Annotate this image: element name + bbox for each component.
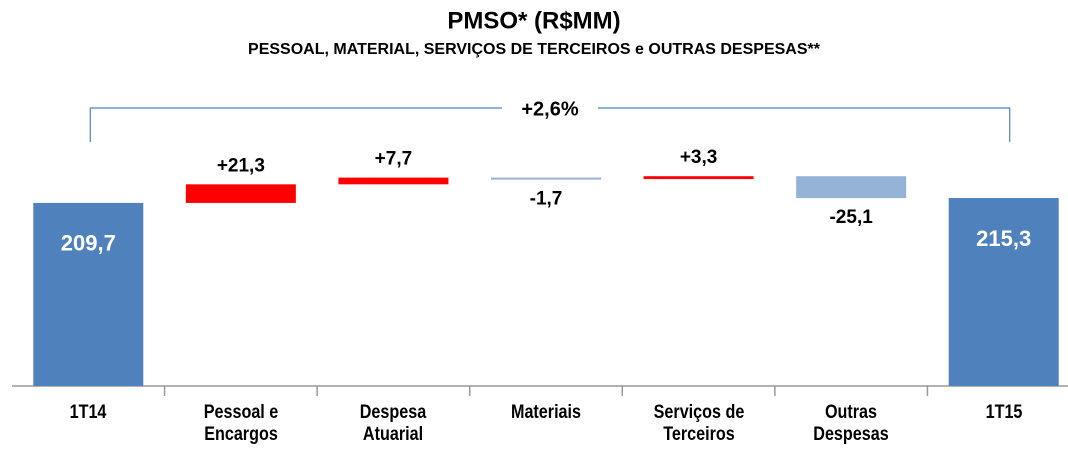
x-tick-label: Serviços de Terceiros xyxy=(653,402,744,445)
total-bar xyxy=(33,202,144,386)
decrease-bar xyxy=(796,176,907,199)
chart-subtitle: PESSOAL, MATERIAL, SERVIÇOS DE TERCEIROS… xyxy=(248,41,821,58)
comparison-bracket xyxy=(89,107,1011,142)
annotation: +2,6% xyxy=(521,98,578,120)
decrease-bar xyxy=(491,177,601,180)
x-tick-label: Outras Despesas xyxy=(813,402,889,445)
x-tick-label: Pessoal e Encargos xyxy=(203,402,279,445)
increase-bar xyxy=(643,176,754,180)
chart-title: PMSO* (R$MM) xyxy=(447,7,620,34)
value-label: +21,3 xyxy=(217,155,265,176)
value-label: +7,7 xyxy=(375,149,413,170)
value-label: -1,7 xyxy=(530,189,563,210)
value-label: 209,7 xyxy=(61,231,116,256)
x-tick-label: Despesa Atuarial xyxy=(360,402,427,445)
x-tick-label: 1T14 xyxy=(69,402,107,423)
x-tick-label: Materiais xyxy=(510,402,582,423)
total-bar xyxy=(948,198,1059,386)
value-label: -25,1 xyxy=(829,207,873,228)
x-tick-label: 1T15 xyxy=(985,402,1023,423)
increase-bar xyxy=(338,177,449,185)
value-label: +3,3 xyxy=(680,147,718,168)
increase-bar xyxy=(185,184,296,203)
value-label: 215,3 xyxy=(976,226,1031,251)
